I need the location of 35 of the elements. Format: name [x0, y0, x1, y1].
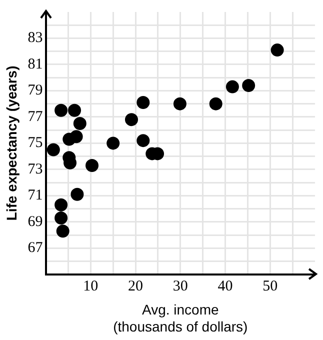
- y-tick-label: 81: [28, 56, 43, 72]
- y-tick-label: 77: [28, 108, 44, 125]
- y-tick-label: 83: [28, 30, 43, 46]
- x-axis-title: Avg. income (thousands of dollars): [113, 302, 248, 334]
- point: [226, 80, 239, 94]
- point: [54, 211, 68, 224]
- y-tick-label: 73: [28, 161, 43, 178]
- y-tick-label: 75: [28, 135, 43, 152]
- x-tick-label: 50: [262, 278, 278, 294]
- point: [136, 134, 150, 148]
- point: [54, 198, 68, 212]
- y-tick-label: 69: [28, 214, 43, 230]
- x-tick-label: 20: [128, 278, 144, 294]
- point: [242, 78, 256, 92]
- point: [54, 104, 68, 117]
- point: [173, 97, 186, 110]
- y-tick-label: 71: [28, 188, 43, 204]
- y-tick-label: 79: [28, 82, 43, 99]
- point: [209, 97, 222, 110]
- point: [62, 132, 76, 146]
- point: [46, 143, 60, 156]
- x-tick-label: 30: [172, 278, 188, 294]
- point: [73, 117, 86, 130]
- point: [270, 44, 284, 57]
- x-tick-label: 10: [83, 278, 98, 294]
- point: [106, 136, 120, 150]
- y-tick-label: 67: [28, 240, 44, 256]
- point: [56, 224, 70, 238]
- x-tick-label: 40: [218, 278, 233, 294]
- y-axis-title: Life expectancy (years): [3, 66, 20, 221]
- point: [124, 113, 138, 126]
- point: [68, 104, 82, 117]
- point: [86, 159, 99, 172]
- point: [136, 96, 150, 110]
- point: [70, 188, 84, 201]
